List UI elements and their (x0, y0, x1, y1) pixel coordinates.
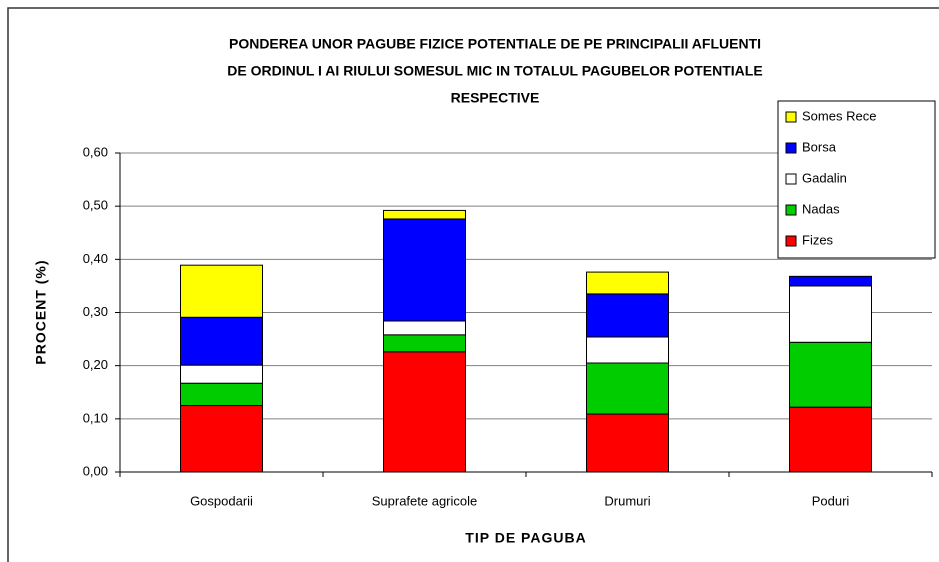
bar-segment (383, 320, 466, 336)
legend-swatch (785, 142, 797, 154)
bar-segment (180, 382, 263, 407)
y-tick-label: 0,10 (83, 410, 108, 425)
legend-label: Fizes (802, 232, 834, 247)
y-tick-label: 0,40 (83, 251, 108, 266)
y-tick-label: 0,60 (83, 144, 108, 159)
legend-label: Gadalin (802, 170, 847, 185)
legend-label: Borsa (802, 139, 837, 154)
legend-swatch (785, 235, 797, 247)
bar-segment (586, 271, 669, 295)
x-tick-label: Gospodarii (190, 493, 253, 508)
x-axis-title: TIP DE PAGUBA (465, 530, 586, 546)
frame (7, 7, 939, 562)
bar-segment (789, 285, 872, 343)
bar-segment (383, 218, 466, 322)
bar-segment (383, 209, 466, 220)
bar-segment (180, 316, 263, 366)
bar-segment (586, 413, 669, 473)
legend-swatch (785, 173, 797, 185)
legend-swatch (785, 204, 797, 216)
bar-segment (180, 364, 263, 384)
y-tick-label: 0,30 (83, 304, 108, 319)
y-axis-title: PROCENT (%) (33, 259, 49, 364)
chart-title: PONDEREA UNOR PAGUBE FIZICE POTENTIALE D… (229, 36, 761, 52)
bar-segment (383, 334, 466, 353)
x-tick-label: Poduri (812, 493, 850, 508)
bar-segment (586, 362, 669, 415)
bar-segment (586, 336, 669, 364)
y-tick-label: 0,50 (83, 198, 108, 213)
legend-label: Nadas (802, 201, 840, 216)
bar-segment (789, 341, 872, 408)
chart-title: RESPECTIVE (451, 90, 540, 106)
y-tick-label: 0,00 (83, 463, 108, 478)
legend-swatch (785, 111, 797, 123)
bar-segment (789, 275, 872, 287)
bar-segment (180, 405, 263, 473)
legend-box (777, 100, 936, 259)
bar-segment (586, 293, 669, 338)
bar-segment (180, 264, 263, 318)
bar-segment (789, 406, 872, 473)
x-tick-label: Drumuri (604, 493, 650, 508)
y-tick-label: 0,20 (83, 357, 108, 372)
legend-label: Somes Rece (802, 108, 876, 123)
x-tick-label: Suprafete agricole (372, 493, 478, 508)
chart-title: DE ORDINUL I AI RIULUI SOMESUL MIC IN TO… (227, 63, 762, 79)
bar-segment (383, 351, 466, 473)
